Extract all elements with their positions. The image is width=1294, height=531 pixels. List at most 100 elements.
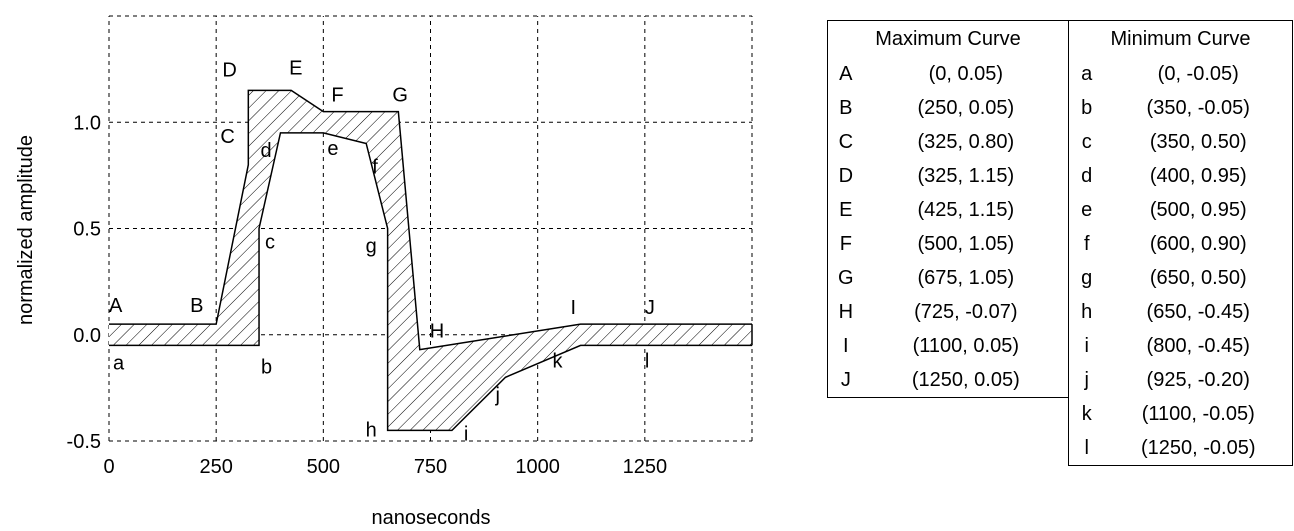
y-axis-label: normalized amplitude (15, 135, 37, 325)
maximum-curve-point-label: B (190, 295, 203, 317)
maximum-curve-point-label: E (289, 57, 302, 79)
point-value-cell: (1100, 0.05) (912, 335, 1019, 357)
maximum-curve-point-label: F (331, 85, 343, 107)
point-label-cell: D (838, 165, 854, 187)
y-tick-label: 0.0 (73, 325, 101, 347)
point-label-cell: b (1081, 97, 1093, 119)
minimum-curve-point-label: g (366, 236, 377, 258)
table-row: H (725, -0.07) (828, 295, 1069, 329)
point-label-cell: l (1084, 437, 1089, 459)
table-row: k (1100, -0.05) (1069, 397, 1293, 431)
point-value-cell: (325, 0.80) (917, 131, 1015, 153)
table-row: l (1250, -0.05) (1069, 431, 1293, 466)
table-row: G (675, 1.05) (828, 261, 1069, 295)
minimum-curve-header: Minimum Curve (1110, 28, 1251, 50)
minimum-curve-point-label: b (261, 356, 272, 378)
table-row: A (0, 0.05) (828, 57, 1069, 91)
x-tick-label: 0 (103, 456, 114, 478)
point-label-cell: A (839, 63, 853, 85)
point-value-cell: (1250, -0.05) (1140, 437, 1256, 459)
point-value-cell: (325, 1.15) (917, 165, 1015, 187)
waveform-mask-chart: 0 250 500 750 1000 1250 -0.5 0.0 0.5 1.0 A B C D E F G H… (15, 15, 753, 529)
table-row: J (1250, 0.05) (828, 363, 1069, 398)
point-label-cell: g (1081, 267, 1093, 289)
x-tick-label: 1250 (623, 456, 668, 478)
y-tick-label: 0.5 (73, 219, 101, 241)
point-value-cell: (500, 1.05) (917, 233, 1015, 255)
point-value-cell: (600, 0.90) (1149, 233, 1247, 255)
curves (109, 89, 753, 432)
table-row: I (1100, 0.05) (828, 329, 1069, 363)
x-tick-label: 250 (199, 456, 232, 478)
maximum-curve-point-label: C (220, 126, 234, 148)
minimum-curve-point-label: f (372, 157, 378, 179)
y-tick-label: -0.5 (67, 431, 101, 453)
minimum-curve-point-label: l (645, 350, 649, 372)
axis-ticks: 0 250 500 750 1000 1250 -0.5 0.0 0.5 1.0 (67, 112, 668, 478)
point-value-cell: (350, 0.50) (1149, 131, 1247, 153)
table-row: c (350, 0.50) (1069, 125, 1293, 159)
maximum-curve-point-label: D (222, 59, 236, 81)
table-row: h (650, -0.45) (1069, 295, 1293, 329)
point-value-cell: (1100, -0.05) (1141, 403, 1255, 425)
point-label-cell: G (838, 267, 854, 289)
point-value-cell: (675, 1.05) (917, 267, 1015, 289)
y-tick-label: 1.0 (73, 112, 101, 134)
minimum-curve-point-label: a (113, 352, 125, 374)
point-label-cell: d (1081, 165, 1093, 187)
point-value-cell: (0, 0.05) (928, 63, 1004, 85)
table-header-row: Maximum Curve (828, 21, 1069, 58)
maximum-curve-line (109, 89, 752, 351)
point-value-cell: (650, 0.50) (1149, 267, 1247, 289)
x-axis-label: nanoseconds (372, 507, 491, 529)
minimum-curve-point-label: i (464, 423, 468, 445)
x-tick-label: 500 (307, 456, 340, 478)
point-value-cell: (425, 1.15) (917, 199, 1015, 221)
point-label-cell: k (1081, 403, 1092, 425)
point-label-cell: J (840, 369, 851, 391)
minimum-curve-table: Minimum Curve a (0, -0.05) b (350, -0.05) c (… (1068, 20, 1293, 466)
point-value-cell: (0, -0.05) (1157, 63, 1239, 85)
point-value-cell: (925, -0.20) (1146, 369, 1250, 391)
maximum-curve-point-label: G (392, 85, 408, 107)
table-row: e (500, 0.95) (1069, 193, 1293, 227)
point-value-cell: (1250, 0.05) (911, 369, 1020, 391)
point-label-cell: h (1081, 301, 1093, 323)
minimum-curve-point-label: e (327, 138, 338, 160)
point-labels: A B C D E F G H I Ja b c d e f g h i j k l (109, 57, 655, 445)
table-row: a (0, -0.05) (1069, 57, 1293, 91)
point-label-cell: j (1084, 369, 1089, 391)
point-value-cell: (500, 0.95) (1149, 199, 1247, 221)
table-row: f (600, 0.90) (1069, 227, 1293, 261)
point-label-cell: E (839, 199, 853, 221)
table-row: B (250, 0.05) (828, 91, 1069, 125)
maximum-curve-header: Maximum Curve (875, 28, 1021, 50)
table-row: F (500, 1.05) (828, 227, 1069, 261)
point-label-cell: c (1081, 131, 1092, 153)
minimum-curve-point-label: h (366, 419, 377, 441)
table-row: j (925, -0.20) (1069, 363, 1293, 397)
table-row: D (325, 1.15) (828, 159, 1069, 193)
point-label-cell: a (1081, 63, 1093, 85)
table-row: E (425, 1.15) (828, 193, 1069, 227)
point-value-cell: (650, -0.45) (1146, 301, 1250, 323)
point-value-cell: (725, -0.07) (914, 301, 1018, 323)
table-row: C (325, 0.80) (828, 125, 1069, 159)
point-value-cell: (350, -0.05) (1146, 97, 1250, 119)
maximum-curve-point-label: J (645, 297, 655, 319)
point-label-cell: H (838, 301, 854, 323)
maximum-curve-point-label: H (430, 321, 444, 343)
maximum-curve-point-label: I (571, 297, 577, 319)
minimum-curve-point-label: d (260, 140, 271, 162)
maximum-curve-table: Maximum Curve A (0, 0.05) B (250, 0.05) C (32… (827, 20, 1069, 398)
point-value-cell: (400, 0.95) (1149, 165, 1247, 187)
point-label-cell: e (1081, 199, 1093, 221)
maximum-curve-point-label: A (109, 295, 123, 317)
minimum-curve-line (109, 132, 752, 432)
x-tick-label: 1000 (515, 456, 560, 478)
table-row: i (800, -0.45) (1069, 329, 1293, 363)
point-label-cell: C (838, 131, 854, 153)
point-label-cell: I (843, 335, 849, 357)
minimum-curve-point-label: c (265, 232, 275, 254)
table-row: d (400, 0.95) (1069, 159, 1293, 193)
